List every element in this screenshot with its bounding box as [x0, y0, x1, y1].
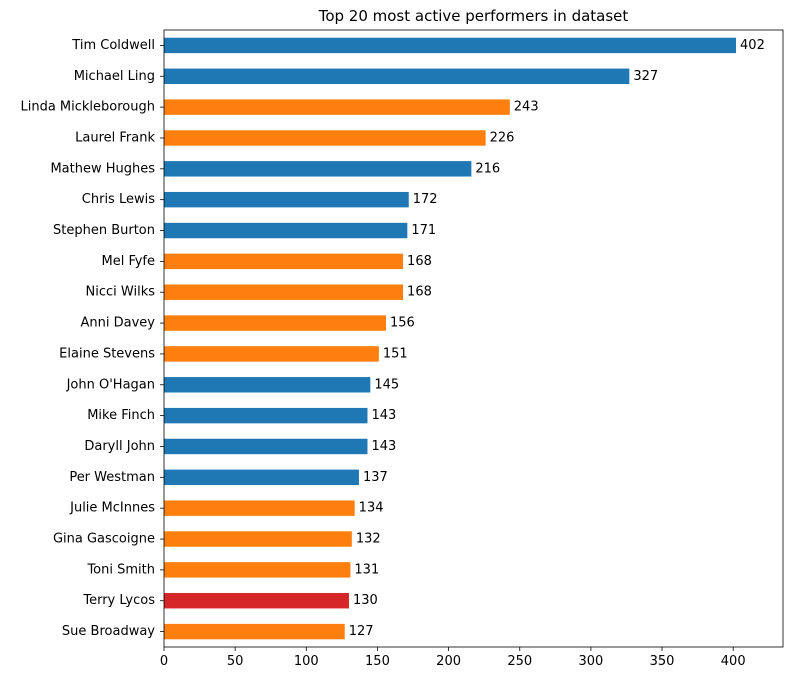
category-label: Anni Davey [81, 316, 156, 331]
bar [164, 99, 510, 115]
data-label: 402 [740, 38, 765, 53]
x-tick-label: 200 [436, 654, 461, 669]
data-label: 151 [383, 346, 408, 361]
x-tick-label: 400 [721, 654, 746, 669]
data-label: 145 [374, 377, 399, 392]
chart-title: Top 20 most active performers in dataset [318, 7, 629, 25]
bar [164, 623, 345, 640]
bar [164, 68, 630, 84]
data-label: 137 [363, 470, 388, 485]
category-label: Julie McInnes [69, 501, 155, 516]
data-label: 243 [514, 100, 539, 115]
bar [164, 377, 371, 393]
data-label: 131 [354, 562, 379, 577]
data-label: 156 [390, 316, 415, 331]
category-label: Mel Fyfe [101, 254, 155, 269]
data-label: 143 [371, 439, 396, 454]
data-label: 132 [356, 532, 381, 547]
category-label: Terry Lycos [82, 593, 155, 608]
bar [164, 284, 404, 300]
category-label: Chris Lewis [82, 192, 155, 207]
bar [164, 222, 408, 239]
x-tick-label: 0 [160, 654, 168, 669]
labels-layer: 402 327 243 226 216 172 171 168 168 156 151 145 143 1… [349, 38, 765, 639]
x-tick-label: 50 [227, 654, 244, 669]
bar [164, 531, 352, 547]
bar [164, 469, 359, 486]
x-tick-label: 100 [294, 654, 319, 669]
axes-layer: Tim Coldwell Michael Ling Linda Mickleboro… [20, 29, 784, 669]
plot-frame [163, 29, 784, 648]
category-label: Mike Finch [87, 408, 155, 423]
data-label: 216 [475, 161, 500, 176]
bar [164, 161, 472, 177]
bar [164, 130, 486, 146]
data-label: 127 [349, 624, 374, 639]
category-label: Nicci Wilks [86, 285, 156, 300]
bar [164, 346, 379, 362]
data-label: 171 [411, 223, 436, 238]
bar [164, 562, 351, 578]
x-tick-label: 350 [650, 654, 675, 669]
bar [164, 191, 409, 208]
bars-layer [164, 37, 737, 640]
category-label: Elaine Stevens [59, 346, 155, 361]
bar [164, 593, 349, 609]
category-label: Tim Coldwell [71, 38, 155, 53]
bar [164, 500, 355, 516]
x-tick-label: 150 [365, 654, 390, 669]
data-label: 327 [633, 69, 658, 84]
category-label: Linda Mickleborough [20, 100, 155, 115]
data-label: 172 [413, 192, 438, 207]
category-label: Laurel Frank [75, 130, 155, 145]
category-label: Stephen Burton [53, 223, 155, 238]
bar [164, 37, 737, 54]
data-label: 134 [359, 501, 384, 516]
category-label: Gina Gascoigne [53, 532, 155, 547]
category-label: Mathew Hughes [50, 161, 155, 176]
data-label: 168 [407, 285, 432, 300]
category-label: Daryll John [84, 439, 155, 454]
data-label: 168 [407, 254, 432, 269]
category-label: John O'Hagan [66, 377, 155, 392]
category-label: Toni Smith [86, 562, 155, 577]
bar [164, 253, 404, 270]
category-label: Per Westman [69, 470, 155, 485]
data-label: 143 [371, 408, 396, 423]
category-label: Michael Ling [74, 69, 155, 84]
x-tick-label: 250 [507, 654, 532, 669]
x-tick-label: 300 [578, 654, 603, 669]
category-label: Sue Broadway [62, 624, 155, 639]
bar [164, 407, 368, 424]
bar [164, 315, 386, 331]
data-label: 226 [490, 130, 515, 145]
bar [164, 438, 368, 455]
data-label: 130 [353, 593, 378, 608]
